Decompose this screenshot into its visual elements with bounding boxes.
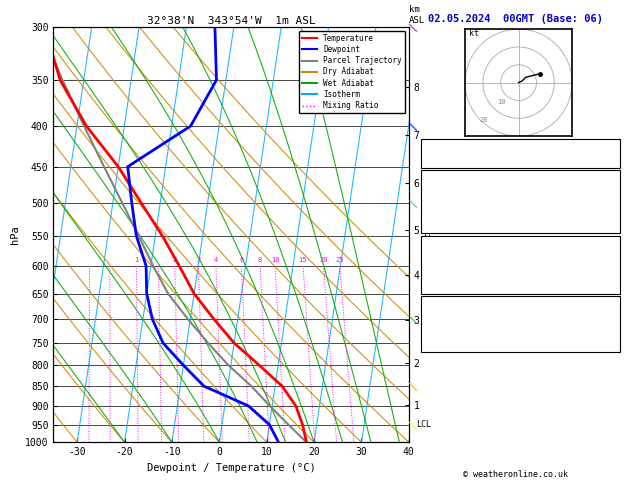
Text: -15: -15 xyxy=(601,309,616,318)
Text: SREH: SREH xyxy=(425,319,445,329)
Text: 315: 315 xyxy=(601,197,616,206)
Title: 32°38'N  343°54'W  1m ASL: 32°38'N 343°54'W 1m ASL xyxy=(147,16,316,26)
Text: θₑ (K): θₑ (K) xyxy=(425,255,456,264)
Text: 315: 315 xyxy=(601,255,616,264)
Text: 1: 1 xyxy=(134,257,138,263)
Text: |: | xyxy=(408,121,419,131)
Legend: Temperature, Dewpoint, Parcel Trajectory, Dry Adiabat, Wet Adiabat, Isotherm, Mi: Temperature, Dewpoint, Parcel Trajectory… xyxy=(299,31,405,113)
Text: -8: -8 xyxy=(606,139,616,148)
Text: CIN (J): CIN (J) xyxy=(425,223,461,232)
Text: |: | xyxy=(408,21,419,32)
Text: 2: 2 xyxy=(172,257,177,263)
Text: 0: 0 xyxy=(611,223,616,232)
Text: PW (cm): PW (cm) xyxy=(425,157,461,166)
Y-axis label: Mixing Ratio (g/kg): Mixing Ratio (g/kg) xyxy=(424,183,433,286)
Text: Pressure (mb): Pressure (mb) xyxy=(425,246,493,255)
Text: 20: 20 xyxy=(479,117,488,123)
Text: 33: 33 xyxy=(606,148,616,157)
Text: © weatheronline.co.uk: © weatheronline.co.uk xyxy=(464,469,568,479)
Text: 8: 8 xyxy=(611,274,616,283)
Text: K: K xyxy=(425,139,430,148)
Text: 301°: 301° xyxy=(596,330,616,339)
Text: km
ASL: km ASL xyxy=(409,5,425,25)
Text: Surface: Surface xyxy=(502,171,539,180)
Text: 1.57: 1.57 xyxy=(596,157,616,166)
Text: Most Unstable: Most Unstable xyxy=(486,237,555,246)
Text: LCL: LCL xyxy=(416,420,431,429)
Text: |: | xyxy=(408,314,419,324)
Text: |: | xyxy=(408,381,419,391)
Text: 10: 10 xyxy=(270,257,279,263)
Text: |: | xyxy=(408,198,419,208)
Text: Lifted Index: Lifted Index xyxy=(425,264,487,274)
Text: 10: 10 xyxy=(498,99,506,105)
Text: EH: EH xyxy=(425,309,435,318)
Text: 20: 20 xyxy=(319,257,328,263)
Text: 7: 7 xyxy=(611,206,616,214)
Text: 10: 10 xyxy=(606,341,616,349)
Text: 3: 3 xyxy=(196,257,201,263)
Text: 6: 6 xyxy=(239,257,243,263)
Text: θₑ(K): θₑ(K) xyxy=(425,197,451,206)
Text: CIN (J): CIN (J) xyxy=(425,283,461,292)
Text: StmDir: StmDir xyxy=(425,330,456,339)
Text: 8: 8 xyxy=(258,257,262,263)
Text: |: | xyxy=(408,419,419,430)
Text: kt: kt xyxy=(469,29,479,38)
Text: Dewp (°C): Dewp (°C) xyxy=(425,188,472,197)
Text: 4: 4 xyxy=(214,257,218,263)
Text: Temp (°C): Temp (°C) xyxy=(425,179,472,189)
Text: 0: 0 xyxy=(611,283,616,292)
Text: Lifted Index: Lifted Index xyxy=(425,206,487,214)
Text: Hodograph: Hodograph xyxy=(497,298,544,307)
Y-axis label: hPa: hPa xyxy=(9,225,19,244)
Text: 8: 8 xyxy=(611,214,616,223)
X-axis label: Dewpoint / Temperature (°C): Dewpoint / Temperature (°C) xyxy=(147,463,316,473)
Text: 7: 7 xyxy=(611,264,616,274)
Text: 25: 25 xyxy=(335,257,344,263)
Text: CAPE (J): CAPE (J) xyxy=(425,214,467,223)
Text: StmSpd (kt): StmSpd (kt) xyxy=(425,341,482,349)
Text: 15: 15 xyxy=(299,257,307,263)
Text: -6: -6 xyxy=(606,319,616,329)
Text: 1022: 1022 xyxy=(596,246,616,255)
Text: 12.5: 12.5 xyxy=(596,188,616,197)
Text: 02.05.2024  00GMT (Base: 06): 02.05.2024 00GMT (Base: 06) xyxy=(428,14,603,24)
Text: 18.4: 18.4 xyxy=(596,179,616,189)
Text: CAPE (J): CAPE (J) xyxy=(425,274,467,283)
Text: Totals Totals: Totals Totals xyxy=(425,148,493,157)
